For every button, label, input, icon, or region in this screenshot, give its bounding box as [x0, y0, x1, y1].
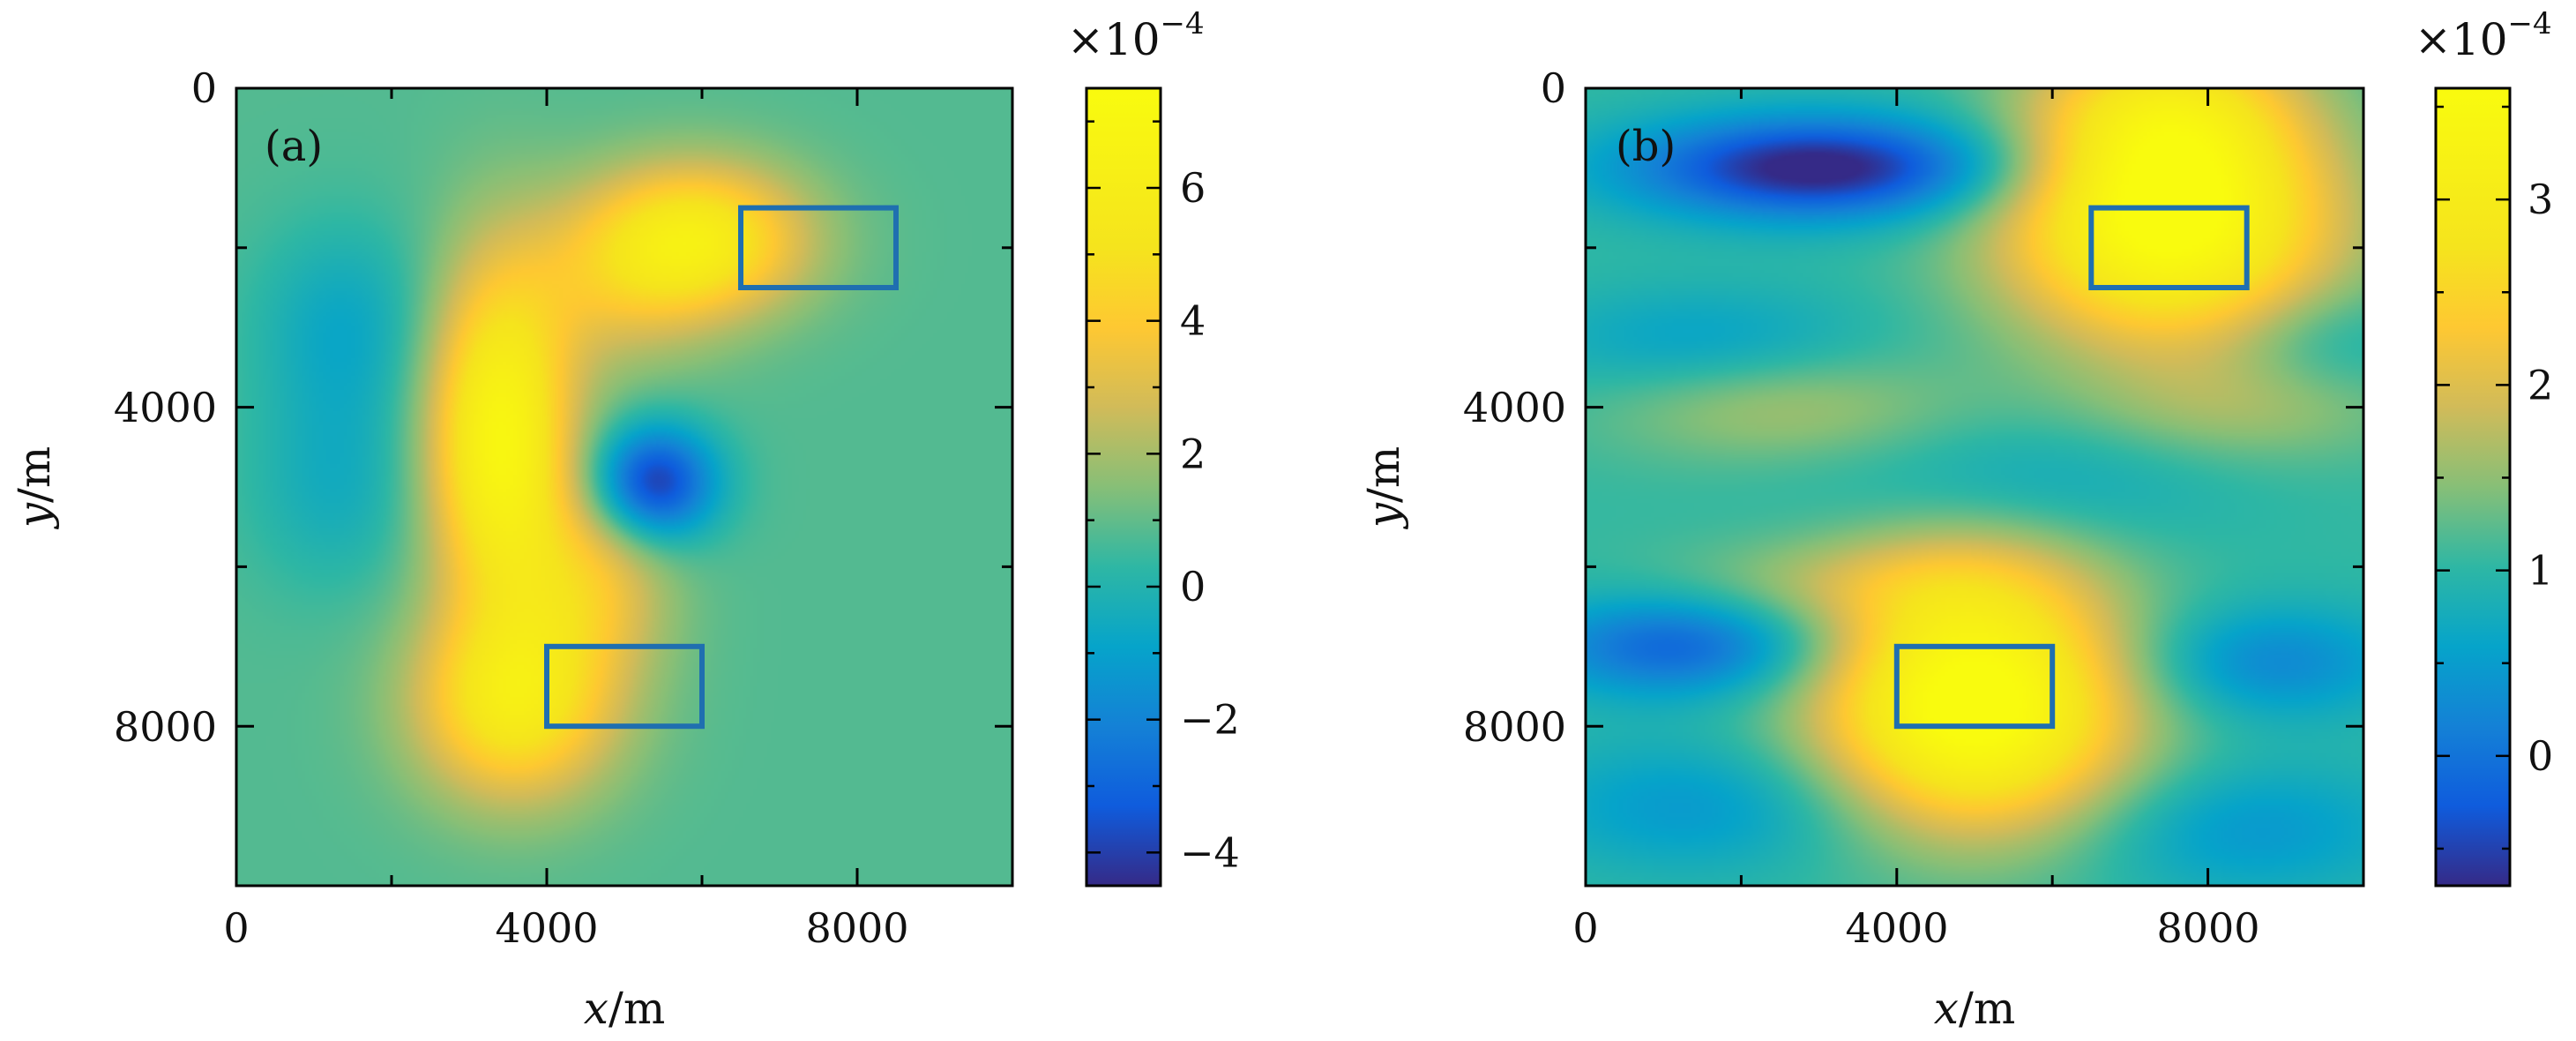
- rectangle-marker-a-2: [544, 643, 705, 730]
- colorbar-frame-a: [1085, 86, 1162, 887]
- heatmap-a: [236, 88, 1012, 886]
- panel-label-a: (a): [265, 122, 323, 171]
- colorbar-tick-label-a-6: 6: [1180, 164, 1206, 212]
- colorbar-tick-label-b-1: 1: [2527, 547, 2553, 595]
- y-tick-label-b-8000: 8000: [1463, 703, 1566, 751]
- x-tick-label-a-4000: 4000: [495, 904, 598, 952]
- heatmap-image-b: [1586, 88, 2363, 886]
- ticks-b: [1584, 86, 2365, 887]
- colorbar-tick-label-b-3: 3: [2527, 176, 2553, 223]
- rectangle-marker-b-1: [2088, 205, 2250, 291]
- panel-label-b: (b): [1616, 122, 1676, 171]
- colorbar-tick-label-a-m4: −4: [1180, 828, 1240, 876]
- heatmap-image-a: [236, 88, 1012, 886]
- colorbar-frame-b: [2434, 86, 2512, 887]
- colorbar-a: −4 −2 0 2 4 6 ×10−4: [1067, 6, 1240, 887]
- plot-frame-a: [235, 86, 1014, 887]
- colorbar-gradient-b: [2436, 88, 2510, 886]
- x-tick-label-b-8000: 8000: [2156, 904, 2259, 952]
- x-axis-label-b: x/m: [1934, 983, 2015, 1034]
- colorbar-tick-label-a-m2: −2: [1180, 696, 1240, 744]
- colorbar-tick-label-a-0: 0: [1180, 563, 1206, 610]
- colorbar-tick-label-a-2: 2: [1180, 430, 1206, 477]
- panel-a: (a) 0 4000 8000 0 4000 8000 x/m y/m −4 −…: [9, 6, 1240, 1034]
- colorbar-gradient-a: [1086, 88, 1161, 886]
- plot-frame-b: [1584, 86, 2365, 887]
- y-tick-label-a-8000: 8000: [114, 703, 217, 751]
- colorbar-multiplier-a: ×10−4: [1067, 6, 1205, 65]
- colorbar-multiplier-b: ×10−4: [2415, 6, 2552, 65]
- y-tick-label-a-4000: 4000: [114, 384, 217, 431]
- ticks-a: [235, 86, 1014, 887]
- heatmap-b: [1586, 88, 2363, 886]
- rectangle-marker-b-2: [1893, 643, 2056, 730]
- y-tick-label-b-4000: 4000: [1463, 384, 1566, 431]
- y-axis-label-b: y/m: [1358, 446, 1409, 530]
- x-tick-label-b-4000: 4000: [1845, 904, 1948, 952]
- colorbar-tick-label-a-4: 4: [1180, 297, 1206, 345]
- colorbar-b: 0 1 2 3 ×10−4: [2415, 6, 2553, 887]
- y-axis-label-a: y/m: [9, 446, 60, 530]
- colorbar-tick-label-b-0: 0: [2527, 732, 2553, 780]
- rectangle-marker-a-1: [738, 205, 899, 291]
- y-tick-label-a-0: 0: [191, 64, 217, 112]
- y-tick-label-b-0: 0: [1541, 64, 1566, 112]
- x-axis-label-a: x/m: [584, 983, 665, 1034]
- x-tick-label-b-0: 0: [1572, 904, 1598, 952]
- colorbar-ticks-a: [1086, 120, 1161, 854]
- x-tick-label-a-8000: 8000: [805, 904, 908, 952]
- panel-b: (b) 0 4000 8000 0 4000 8000 x/m y/m 0 1 …: [1358, 6, 2553, 1034]
- x-tick-label-a-0: 0: [223, 904, 249, 952]
- colorbar-tick-label-b-2: 2: [2527, 361, 2553, 408]
- colorbar-ticks-b: [2436, 105, 2510, 850]
